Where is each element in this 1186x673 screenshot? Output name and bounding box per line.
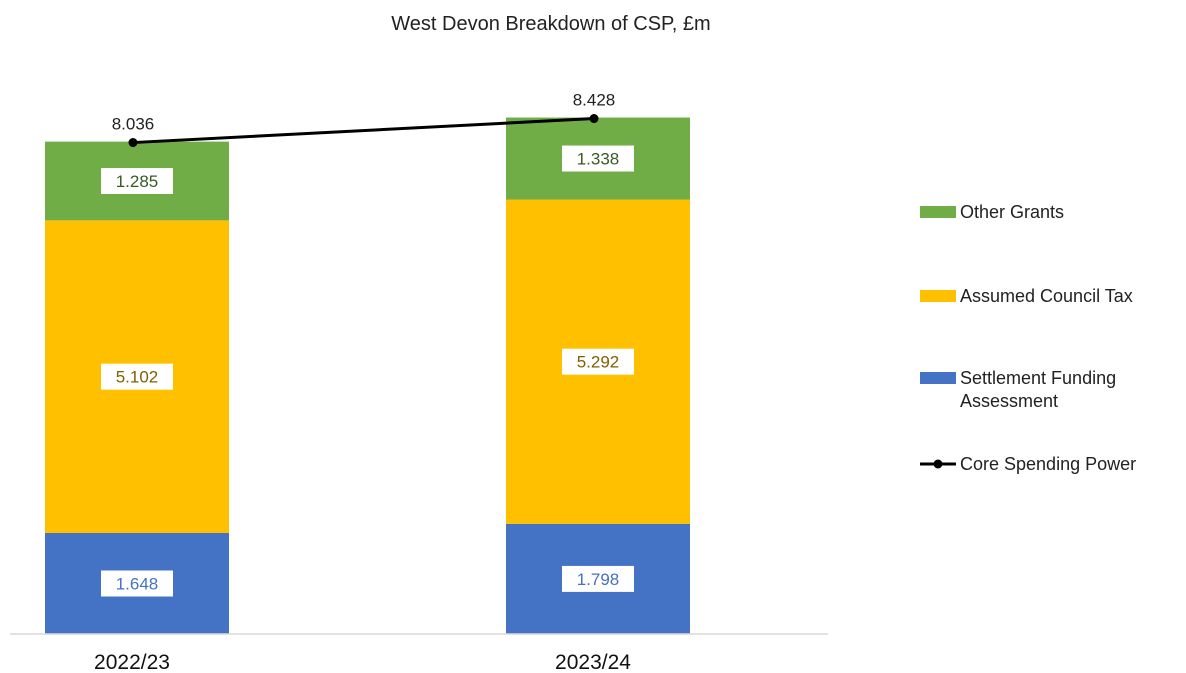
legend-label: Assessment bbox=[960, 391, 1058, 411]
x-tick-label: 2022/23 bbox=[94, 651, 170, 673]
legend-swatch bbox=[920, 290, 956, 302]
data-label-box bbox=[101, 570, 173, 597]
line-point bbox=[589, 114, 599, 124]
data-label-box bbox=[101, 167, 173, 194]
chart-title: West Devon Breakdown of CSP, £m bbox=[391, 13, 710, 35]
data-label: 1.338 bbox=[577, 150, 620, 169]
legend-swatch bbox=[920, 372, 956, 384]
legend: Other Grants Assumed Council Tax Settlemen… bbox=[920, 202, 1136, 474]
data-label-box bbox=[562, 565, 634, 592]
legend-label: Core Spending Power bbox=[960, 454, 1136, 474]
data-label: 1.648 bbox=[116, 575, 159, 594]
data-label: 5.102 bbox=[116, 368, 159, 387]
legend-swatch bbox=[920, 206, 956, 218]
legend-label: Settlement Funding bbox=[960, 368, 1116, 388]
core-spending-power-line bbox=[132, 117, 595, 145]
data-label-box bbox=[562, 145, 634, 172]
data-label-box bbox=[101, 363, 173, 390]
legend-label: Assumed Council Tax bbox=[960, 286, 1133, 306]
legend-line-marker bbox=[933, 459, 943, 469]
data-label: 5.292 bbox=[577, 353, 620, 372]
legend-label: Other Grants bbox=[960, 202, 1064, 222]
total-label: 8.036 bbox=[112, 115, 155, 134]
data-label: 1.285 bbox=[116, 172, 159, 191]
line-point bbox=[128, 138, 138, 148]
plot-area: 1.648 5.102 1.285 2022/23 1.798 5.292 1.338 202… bbox=[45, 91, 690, 673]
data-label-box bbox=[562, 348, 634, 375]
data-label: 1.798 bbox=[577, 570, 620, 589]
total-label: 8.428 bbox=[573, 91, 616, 110]
x-tick-label: 2023/24 bbox=[555, 651, 631, 673]
